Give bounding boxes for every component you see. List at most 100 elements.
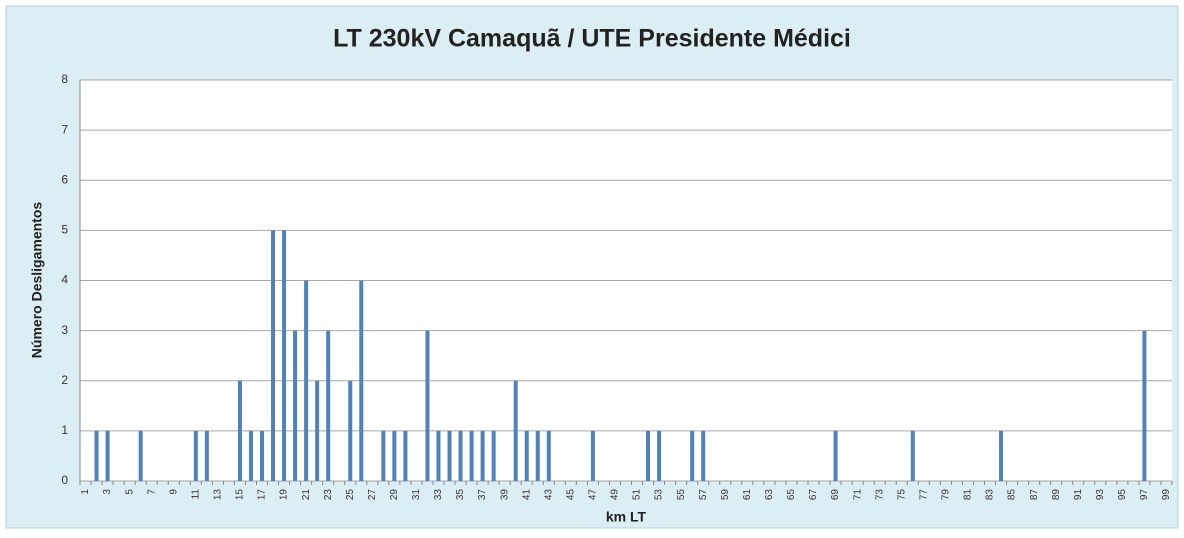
bar bbox=[458, 430, 463, 481]
y-tick-label: 6 bbox=[61, 172, 68, 186]
bar bbox=[293, 330, 298, 481]
x-tick-label: 29 bbox=[389, 489, 400, 501]
x-tick-label: 63 bbox=[764, 489, 775, 501]
bar bbox=[403, 430, 408, 481]
x-tick-label: 11 bbox=[190, 489, 201, 500]
bar bbox=[447, 430, 452, 481]
bar bbox=[910, 430, 915, 481]
x-tick-label: 27 bbox=[367, 489, 378, 501]
x-tick-label: 65 bbox=[786, 489, 797, 501]
x-tick-label: 97 bbox=[1139, 489, 1150, 501]
x-tick-label: 25 bbox=[345, 489, 356, 501]
bar bbox=[105, 430, 110, 481]
y-tick-label: 1 bbox=[61, 423, 68, 437]
y-tick-label: 3 bbox=[61, 323, 68, 337]
bar bbox=[271, 230, 276, 481]
x-tick-label: 99 bbox=[1161, 489, 1172, 501]
x-tick-label: 47 bbox=[588, 489, 599, 501]
bar bbox=[524, 430, 529, 481]
y-tick-label: 0 bbox=[61, 473, 68, 487]
x-tick-label: 95 bbox=[1117, 489, 1128, 501]
x-tick-label: 37 bbox=[477, 489, 488, 501]
x-tick-label: 79 bbox=[941, 489, 952, 501]
x-tick-label: 39 bbox=[499, 489, 510, 501]
x-tick-label: 23 bbox=[323, 489, 334, 501]
y-tick-label: 8 bbox=[61, 72, 68, 86]
bar bbox=[646, 430, 651, 481]
x-tick-label: 45 bbox=[565, 489, 576, 501]
x-tick-label: 87 bbox=[1029, 489, 1040, 501]
x-tick-label: 41 bbox=[521, 489, 532, 501]
chart-title: LT 230kV Camaquã / UTE Presidente Médici bbox=[333, 25, 851, 53]
x-tick-label: 13 bbox=[213, 489, 224, 501]
bar bbox=[326, 330, 331, 481]
x-tick-label: 3 bbox=[102, 489, 113, 495]
x-tick-label: 43 bbox=[543, 489, 554, 501]
bar bbox=[436, 430, 441, 481]
x-axis-label: km LT bbox=[606, 509, 647, 525]
x-tick-label: 35 bbox=[455, 489, 466, 501]
x-tick-label: 59 bbox=[720, 489, 731, 501]
bar bbox=[138, 430, 143, 481]
bar bbox=[535, 430, 540, 481]
y-tick-label: 2 bbox=[61, 373, 68, 387]
bar bbox=[260, 430, 264, 481]
bar bbox=[193, 430, 198, 481]
bar bbox=[94, 430, 99, 481]
bar bbox=[690, 430, 695, 481]
x-tick-label: 91 bbox=[1073, 489, 1084, 501]
x-tick-label: 83 bbox=[985, 489, 996, 501]
x-tick-label: 73 bbox=[874, 489, 885, 501]
x-tick-label: 31 bbox=[411, 489, 422, 501]
x-tick-label: 19 bbox=[279, 489, 290, 501]
y-tick-label: 7 bbox=[61, 122, 68, 136]
bar bbox=[480, 430, 485, 481]
x-tick-label: 89 bbox=[1051, 489, 1062, 501]
x-tick-label: 67 bbox=[808, 489, 819, 501]
bar bbox=[833, 430, 838, 481]
x-tick-label: 51 bbox=[632, 489, 643, 501]
y-tick-label: 5 bbox=[61, 223, 68, 237]
y-tick-label: 4 bbox=[61, 273, 68, 287]
bar bbox=[304, 280, 309, 481]
bar bbox=[657, 430, 662, 481]
x-tick-label: 7 bbox=[146, 489, 157, 495]
x-tick-label: 75 bbox=[896, 489, 907, 501]
x-tick-label: 85 bbox=[1007, 489, 1018, 501]
x-tick-label: 93 bbox=[1095, 489, 1106, 501]
bar bbox=[513, 380, 518, 481]
x-tick-label: 77 bbox=[918, 489, 929, 501]
x-tick-label: 71 bbox=[852, 489, 863, 501]
x-tick-label: 69 bbox=[830, 489, 841, 501]
bar bbox=[590, 430, 595, 481]
x-tick-label: 15 bbox=[235, 489, 246, 501]
x-tick-label: 5 bbox=[124, 489, 135, 495]
y-axis-label: Número Desligamentos bbox=[29, 202, 45, 359]
bar bbox=[381, 430, 386, 481]
bar bbox=[392, 430, 397, 481]
x-tick-label: 81 bbox=[963, 489, 974, 501]
x-tick-label: 33 bbox=[433, 489, 444, 501]
bar bbox=[999, 430, 1004, 481]
bar bbox=[359, 280, 364, 481]
bar bbox=[237, 380, 242, 481]
bar bbox=[491, 430, 496, 481]
x-tick-label: 55 bbox=[676, 489, 687, 501]
bar bbox=[315, 380, 320, 481]
bar bbox=[282, 230, 287, 481]
bar bbox=[469, 430, 474, 481]
x-tick-label: 21 bbox=[301, 489, 312, 501]
x-tick-label: 49 bbox=[610, 489, 621, 501]
x-tick-label: 53 bbox=[654, 489, 665, 501]
x-tick-label: 1 bbox=[80, 489, 91, 495]
bar bbox=[204, 430, 209, 481]
x-tick-label: 57 bbox=[698, 489, 709, 501]
bar bbox=[348, 380, 353, 481]
bar bbox=[1142, 330, 1147, 481]
bar bbox=[425, 330, 430, 481]
bar bbox=[701, 430, 706, 481]
bar bbox=[546, 430, 551, 481]
bar bbox=[248, 430, 253, 481]
x-tick-label: 17 bbox=[257, 489, 268, 501]
